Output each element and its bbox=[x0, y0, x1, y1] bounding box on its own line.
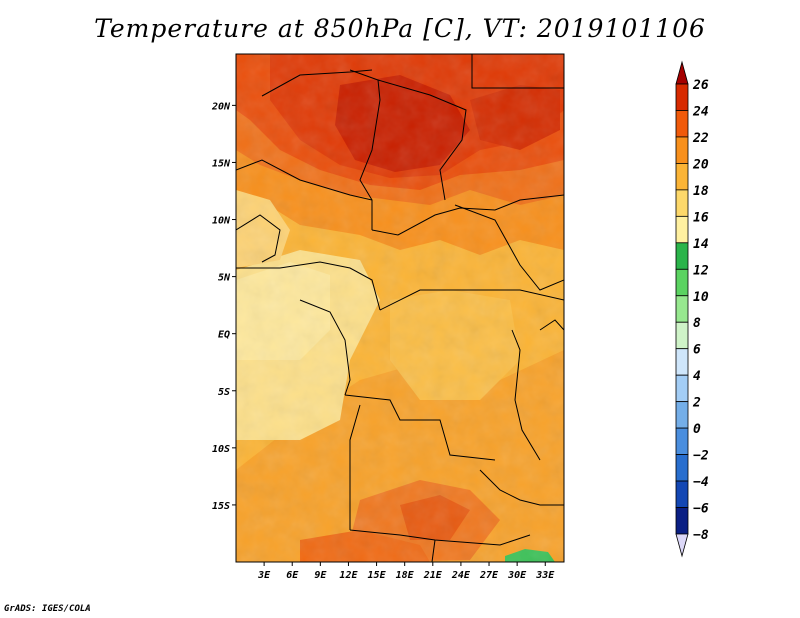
temperature-field bbox=[236, 54, 564, 562]
colorbar-swatch bbox=[675, 83, 689, 111]
lon-tick-label: 18E bbox=[396, 570, 415, 581]
lat-tick-label: 5N bbox=[218, 273, 231, 284]
colorbar-label: 26 bbox=[692, 78, 709, 93]
colorbar-label: 8 bbox=[693, 316, 701, 331]
colorbar-swatch bbox=[675, 136, 689, 164]
lat-tick-label: 10N bbox=[212, 216, 231, 227]
colorbar-label: 24 bbox=[692, 104, 709, 119]
lon-tick-label: 15E bbox=[368, 570, 387, 581]
country-borders bbox=[236, 54, 564, 562]
colorbar-label: 22 bbox=[692, 131, 709, 146]
colorbar-swatch bbox=[675, 242, 689, 270]
lat-tick-label: EQ bbox=[218, 330, 230, 341]
colorbar-swatch bbox=[675, 295, 689, 323]
colorbar-swatch bbox=[675, 374, 689, 403]
colorbar-label: 6 bbox=[693, 343, 701, 358]
colorbar-swatch bbox=[675, 454, 689, 482]
colorbar-label: 16 bbox=[693, 210, 709, 225]
lon-tick-label: 12E bbox=[339, 570, 358, 581]
latitude-axis: 20N 15N 10N 5N EQ 5S 10S 15S bbox=[211, 101, 236, 512]
colorbar-swatch bbox=[675, 268, 689, 297]
lon-tick-label: 30E bbox=[507, 570, 527, 581]
colorbar-label: 20 bbox=[692, 157, 709, 172]
colorbar-label: 4 bbox=[693, 369, 701, 384]
lon-tick-label: 27E bbox=[479, 570, 499, 581]
colorbar-label: −2 bbox=[693, 449, 709, 464]
colorbar-label: −4 bbox=[693, 475, 709, 490]
colorbar-swatch bbox=[675, 321, 689, 350]
credit-label: GrADS: IGES/COLA bbox=[4, 604, 91, 614]
colorbar-swatch bbox=[675, 215, 689, 244]
colorbar-top-arrow bbox=[675, 60, 689, 85]
colorbar-swatch bbox=[675, 480, 689, 508]
colorbar-label: 14 bbox=[693, 237, 709, 252]
colorbar-label: −6 bbox=[693, 502, 709, 517]
lon-tick-label: 33E bbox=[535, 570, 555, 581]
colorbar-label: 10 bbox=[693, 290, 709, 305]
colorbar-label: 0 bbox=[693, 422, 701, 437]
colorbar-swatch bbox=[675, 348, 689, 376]
lat-tick-label: 20N bbox=[211, 101, 231, 112]
lon-tick-label: 24E bbox=[451, 570, 471, 581]
lat-tick-label: 15S bbox=[212, 501, 230, 512]
longitude-axis: 3E 6E 9E 12E 15E 18E 21E 24E 27E 30E 33E bbox=[257, 562, 555, 581]
lon-tick-label: 21E bbox=[423, 570, 443, 581]
lat-tick-label: 15N bbox=[212, 158, 231, 169]
colorbar-swatch bbox=[675, 163, 689, 191]
map-frame bbox=[235, 53, 565, 563]
lat-tick-label: 5S bbox=[218, 387, 230, 398]
lon-tick-label: 9E bbox=[314, 570, 327, 581]
lat-tick-label: 10S bbox=[212, 444, 230, 455]
lon-tick-label: 6E bbox=[286, 570, 299, 581]
colorbar-label: −8 bbox=[693, 528, 709, 543]
colorbar-label: 2 bbox=[692, 396, 701, 411]
colorbar-swatch bbox=[675, 110, 689, 138]
colorbar-swatch bbox=[675, 507, 689, 535]
colorbar-label: 18 bbox=[693, 184, 709, 199]
colorbar-label: 12 bbox=[693, 263, 709, 278]
colorbar-bottom-arrow bbox=[675, 533, 689, 558]
colorbar-swatch bbox=[675, 427, 689, 455]
colorbar-swatch bbox=[675, 401, 689, 429]
chart-title: Temperature at 850hPa [C], VT: 201910110… bbox=[94, 14, 706, 43]
lon-tick-label: 3E bbox=[257, 570, 271, 581]
colorbar-swatch bbox=[675, 189, 689, 217]
